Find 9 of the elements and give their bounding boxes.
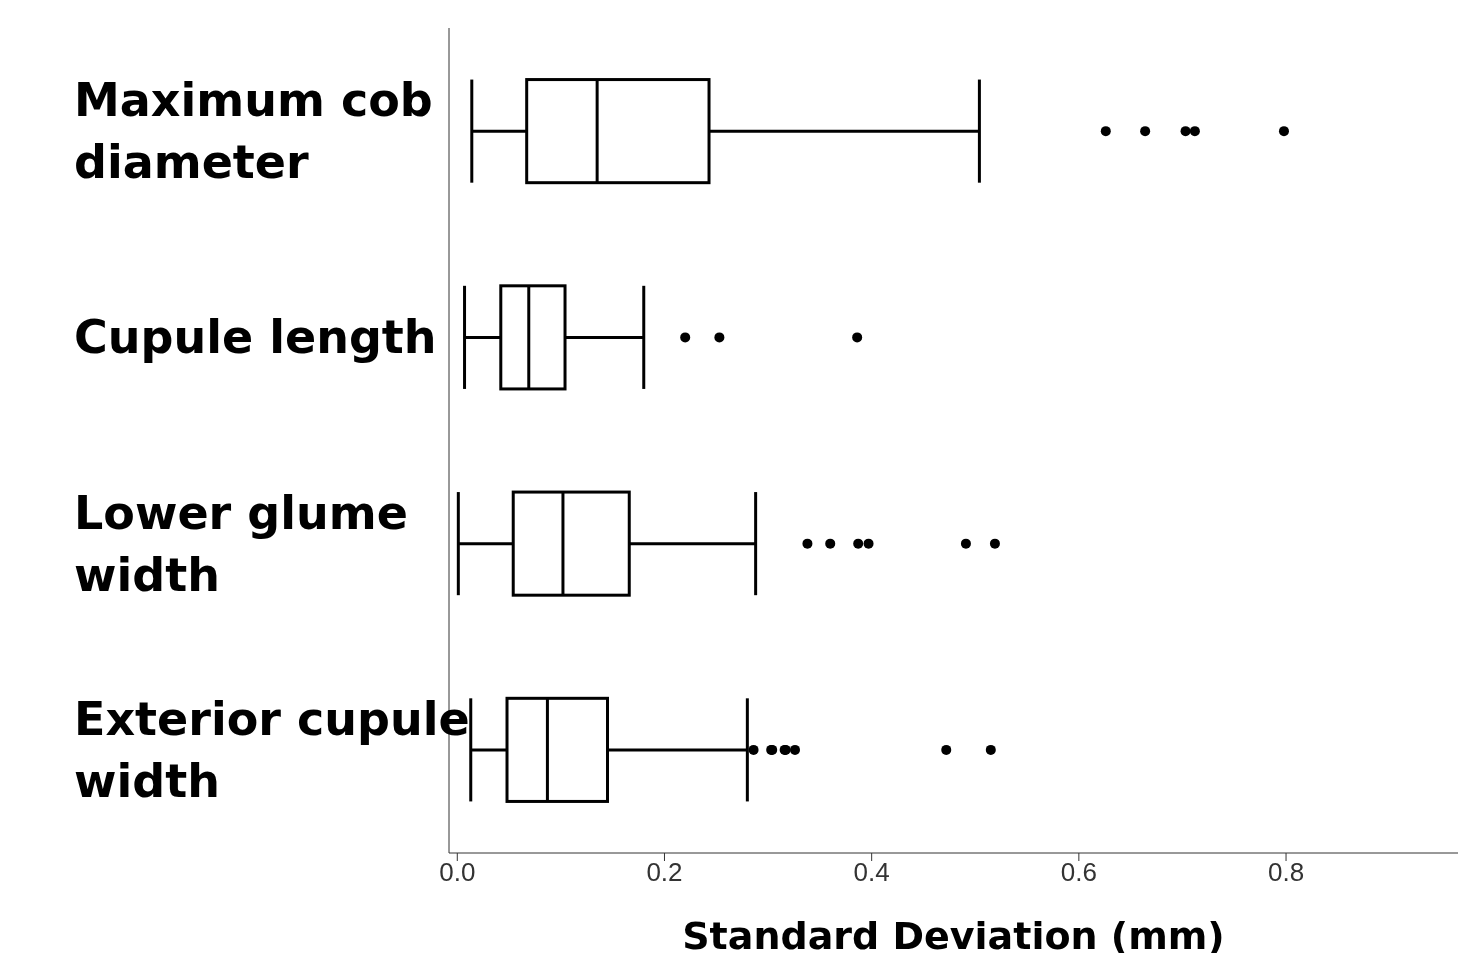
y-tick-label: Maximum cob diameter (74, 73, 433, 190)
x-tick-label: 0.0 (439, 857, 476, 888)
x-tick-label: 0.8 (1267, 857, 1305, 888)
y-tick-label: Exterior cupule width (74, 691, 470, 808)
y-tick-label: Cupule length (74, 310, 437, 365)
x-tick-label: 0.2 (646, 857, 683, 888)
y-tick-label: Lower glume width (74, 485, 408, 602)
x-tick-label: 0.4 (853, 857, 890, 888)
x-tick-label: 0.6 (1060, 857, 1097, 888)
